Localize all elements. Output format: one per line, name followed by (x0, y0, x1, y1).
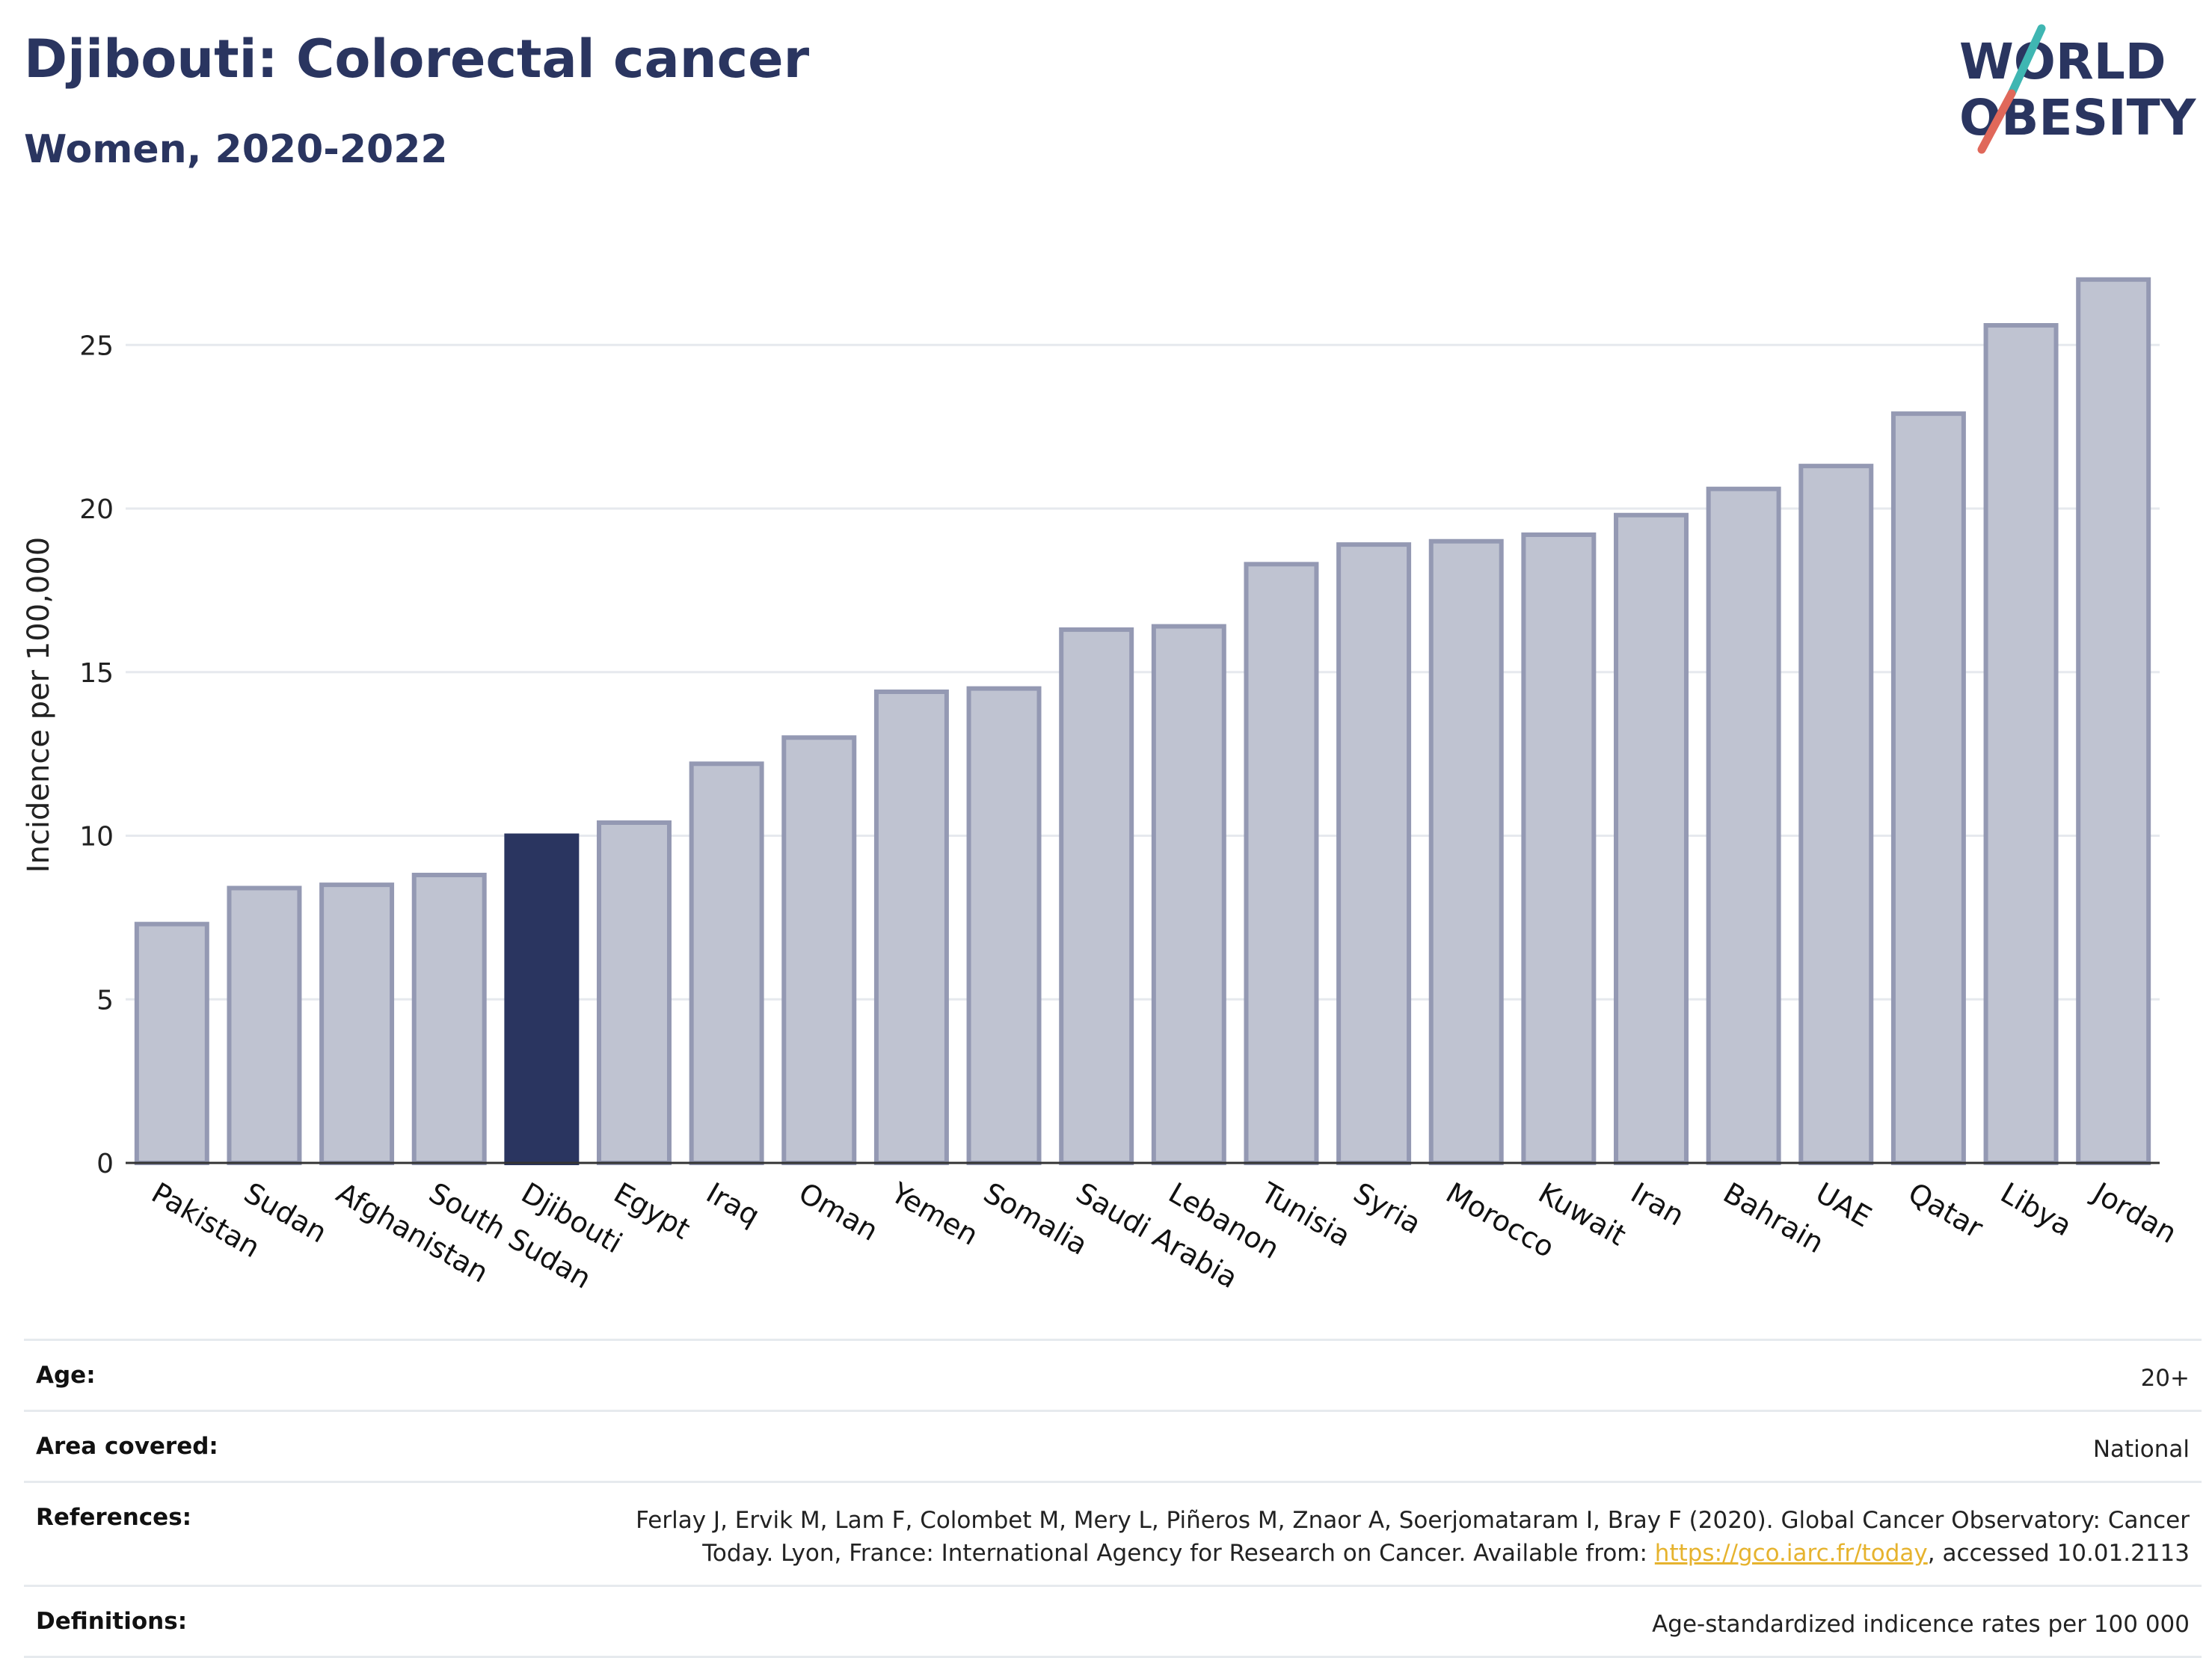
y-tick-label: 25 (79, 331, 114, 361)
reference-text: Ferlay J, Ervik M, Lam F, Colombet M, Me… (636, 1507, 2190, 1567)
page-subtitle: Women, 2020-2022 (24, 127, 448, 172)
world-obesity-logo-graphic: WORLD OBESITY (1959, 24, 2197, 154)
logo-line1: WORLD (1959, 33, 2166, 90)
reference-link[interactable]: https://gco.iarc.fr/today (1654, 1540, 1928, 1567)
meta-row-references: References: Ferlay J, Ervik M, Lam F, Co… (24, 1481, 2202, 1585)
bar-iran (1614, 512, 1689, 1165)
y-tick-label: 5 (96, 985, 114, 1016)
y-tick-label: 10 (79, 822, 114, 853)
bars (134, 277, 2151, 1165)
bar-kuwait (1521, 532, 1597, 1165)
meta-label: References: (36, 1504, 192, 1531)
meta-value: 20+ (2140, 1365, 2190, 1392)
x-tick-label: Oman (793, 1176, 884, 1247)
x-tick-label: Syria (1348, 1176, 1427, 1241)
bar-yemen (873, 690, 949, 1165)
bar-lebanon (1151, 624, 1226, 1165)
page-title: Djibouti: Colorectal cancer (24, 28, 810, 90)
bar-somalia (966, 686, 1042, 1165)
x-tick-label: Bahrain (1718, 1176, 1829, 1260)
bar-sudan (227, 885, 302, 1165)
y-tick-label: 15 (79, 658, 114, 689)
x-tick-label: Jordan (2086, 1176, 2182, 1250)
meta-value: National (2092, 1436, 2190, 1463)
x-tick-label: Somalia (978, 1176, 1093, 1262)
y-axis-label: Incidence per 100,000 (22, 537, 56, 873)
meta-label: Definitions: (36, 1608, 188, 1635)
meta-label: Area covered: (36, 1433, 218, 1460)
bar-iraq (689, 761, 764, 1165)
meta-value: Ferlay J, Ervik M, Lam F, Colombet M, Me… (619, 1504, 2190, 1570)
meta-row-definitions: Definitions: Age-standardized indicence … (24, 1585, 2202, 1658)
x-tick-label: Iraq (701, 1176, 765, 1232)
meta-label: Age: (36, 1362, 96, 1389)
bar-chart: 0 5 10 15 20 25 PakistanSudanAfghanistanSouth… (22, 277, 2182, 1295)
bar-bahrain (1706, 486, 1781, 1165)
bar-pakistan (134, 921, 209, 1165)
x-tick-label: Qatar (1902, 1176, 1988, 1245)
world-obesity-logo: WORLD OBESITY (1944, 22, 2199, 157)
y-axis-ticks: 0 5 10 15 20 25 (79, 331, 114, 1179)
bar-syria (1336, 542, 1412, 1165)
bar-oman (781, 735, 857, 1165)
bar-djibouti (504, 833, 580, 1165)
bar-qatar (1890, 411, 1966, 1165)
y-tick-label: 20 (79, 494, 114, 525)
bar-uae (1798, 464, 1874, 1165)
bar-jordan (2076, 277, 2151, 1165)
bar-saudi-arabia (1059, 627, 1134, 1165)
x-tick-label: Iran (1626, 1176, 1690, 1232)
meta-row-age: Age: 20+ (24, 1339, 2202, 1410)
bar-morocco (1428, 538, 1504, 1165)
bar-south-sudan (411, 873, 487, 1165)
meta-value: Age-standardized indicence rates per 100… (1652, 1611, 2190, 1638)
bar-libya (1983, 323, 2059, 1165)
meta-row-area: Area covered: National (24, 1410, 2202, 1481)
bar-egypt (597, 820, 672, 1165)
bar-tunisia (1244, 562, 1319, 1165)
reference-suffix: , accessed 10.01.2113 (1927, 1540, 2190, 1567)
x-tick-label: Yemen (885, 1176, 984, 1252)
metadata-table: Age: 20+ Area covered: National Referenc… (24, 1339, 2202, 1658)
bar-afghanistan (319, 882, 395, 1165)
y-tick-label: 0 (96, 1149, 114, 1179)
x-tick-label: Libya (1995, 1176, 2077, 1243)
